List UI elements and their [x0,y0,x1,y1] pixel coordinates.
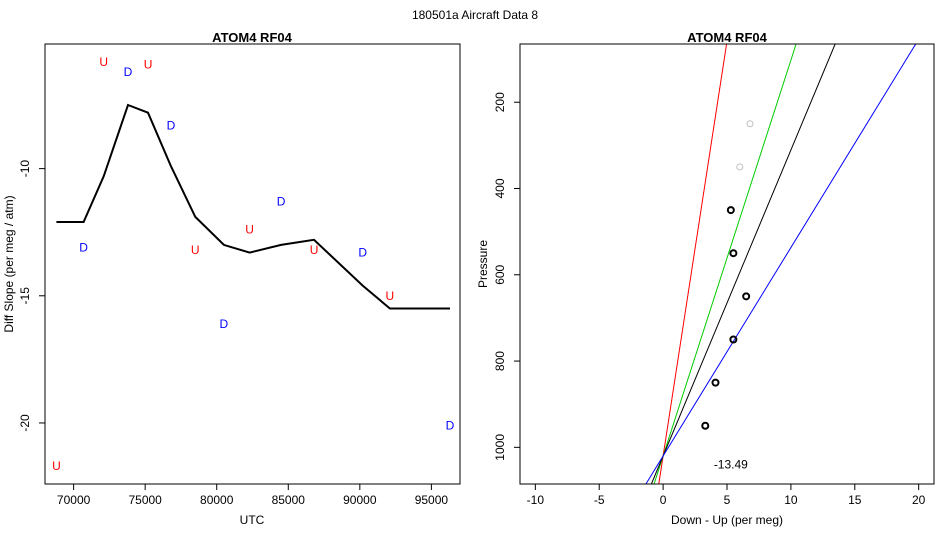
up-label: U [310,243,319,257]
right-ytick-label: 1000 [493,434,507,461]
right-xlabel: Down - Up (per meg) [671,513,783,527]
down-label: D [167,118,176,132]
right-points [701,120,754,430]
right-xtick-label: 0 [660,493,667,507]
left-series-line [56,103,450,310]
left-ytick-label: -15 [18,287,32,305]
up-label: U [386,289,395,303]
fit-line-red [658,44,728,484]
left-xtick-label: 80000 [200,493,234,507]
fit-line-green [653,44,797,484]
down-label: D [79,240,88,254]
right-xtick-label: 5 [724,493,731,507]
data-point [729,249,738,258]
data-point [711,378,720,387]
right-plot-frame [519,43,935,485]
left-xtick-label: 95000 [415,493,449,507]
right-xtick-label: -5 [594,493,605,507]
fit-line-blue [645,44,917,484]
down-label: D [358,246,367,260]
right-ytick-label: 600 [493,264,507,284]
data-point [729,335,738,344]
right-ylabel: Pressure [476,240,490,288]
right-ytick-label: 200 [493,92,507,112]
left-title: ATOM4 RF04 [212,30,292,45]
data-point [701,421,710,430]
left-axis-ticks: 70000 75000 80000 85000 90000 95000 -10 -15 -20 [18,160,448,507]
left-ytick-label: -10 [18,160,32,178]
left-ytick-label: -20 [18,414,32,432]
data-point [742,292,751,301]
right-xtick-label: 15 [848,493,862,507]
down-label: D [124,65,133,79]
data-point [726,206,735,215]
up-label: U [99,55,108,69]
left-plot-frame [44,43,461,485]
down-label: D [220,317,229,331]
right-ytick-label: 400 [493,178,507,198]
right-annotation: -13.49 [714,458,748,472]
data-point [746,120,754,128]
figure-suptitle: 180501a Aircraft Data 8 [412,8,538,22]
up-label: U [245,223,254,237]
left-ylabel: Diff Slope (per meg / atm) [2,195,16,332]
left-xtick-label: 85000 [272,493,306,507]
right-axis-ticks: -10 -5 0 5 10 15 20 200 400 600 800 1000 [493,92,926,507]
fit-line-black [650,44,836,484]
left-xtick-label: 70000 [57,493,91,507]
data-point [736,163,744,171]
right-xtick-label: -10 [527,493,545,507]
up-label: U [144,57,153,71]
up-label: U [52,459,61,473]
right-ytick-label: 800 [493,351,507,371]
right-title: ATOM4 RF04 [687,30,767,45]
down-label: D [277,195,286,209]
left-xtick-label: 90000 [343,493,377,507]
right-chart: ATOM4 RF04 -10 -5 0 5 10 15 20 200 400 600 800 1000… [476,30,935,527]
left-xtick-label: 75000 [128,493,162,507]
left-chart: ATOM4 RF04 70000 75000 80000 85000 90000 9500… [2,30,461,527]
down-label: D [446,419,455,433]
right-xtick-label: 20 [912,493,926,507]
right-fit-lines [645,44,917,484]
right-xtick-label: 10 [784,493,798,507]
up-label: U [191,243,200,257]
left-xlabel: UTC [240,513,265,527]
